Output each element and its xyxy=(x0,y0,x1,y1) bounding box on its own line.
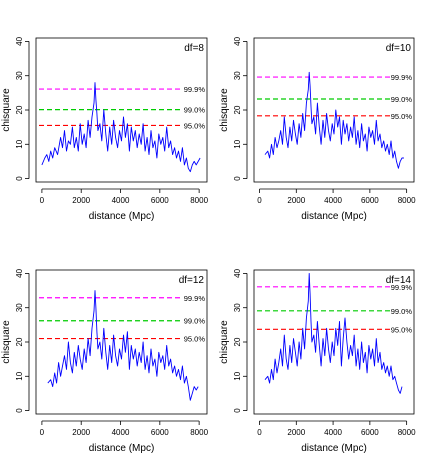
x-tick-label: 8000 xyxy=(398,196,416,205)
x-tick-label: 8000 xyxy=(190,196,208,205)
plot-frame xyxy=(253,37,415,183)
x-tick-label: 4000 xyxy=(112,428,130,437)
y-axis-title: chisquare xyxy=(1,88,12,132)
series-line xyxy=(264,272,403,394)
series-line xyxy=(47,290,199,401)
x-tick-label: 4000 xyxy=(324,196,342,205)
x-tick-label: 2000 xyxy=(72,428,90,437)
threshold-label: 95.0% xyxy=(184,335,206,344)
y-tick-label: 10 xyxy=(233,371,242,380)
y-tick-label: 0 xyxy=(233,408,242,413)
chart-panel-4: 0 2000 4000 6000 8000 0 10 20 30 40 distance (Mpc)… xyxy=(219,268,416,454)
x-axis-title: distance (Mpc) xyxy=(89,211,155,222)
x-axis-title: distance (Mpc) xyxy=(301,443,367,454)
panel-title: df=8 xyxy=(184,43,204,54)
x-axis-title: distance (Mpc) xyxy=(301,211,367,222)
panel-title: df=10 xyxy=(386,43,412,54)
threshold-label: 99.0% xyxy=(391,307,413,316)
threshold-label: 99.9% xyxy=(184,85,206,94)
y-tick-label: 40 xyxy=(15,268,24,277)
y-tick-label: 30 xyxy=(233,303,242,312)
y-tick-label: 40 xyxy=(15,36,24,45)
x-tick-label: 0 xyxy=(257,196,262,205)
y-tick-label: 20 xyxy=(233,337,242,346)
series-line xyxy=(264,71,404,169)
y-tick-label: 0 xyxy=(15,408,24,413)
x-tick-label: 4000 xyxy=(112,196,130,205)
x-tick-label: 6000 xyxy=(151,428,169,437)
y-tick-label: 20 xyxy=(233,105,242,114)
threshold-label: 95.0% xyxy=(391,325,413,334)
x-axis-title: distance (Mpc) xyxy=(89,443,155,454)
threshold-label: 99.0% xyxy=(184,106,206,115)
x-tick-label: 6000 xyxy=(361,428,379,437)
x-tick-label: 2000 xyxy=(287,196,305,205)
y-tick-label: 0 xyxy=(15,176,24,181)
y-tick-label: 40 xyxy=(233,268,242,277)
threshold-label: 99.9% xyxy=(184,294,206,303)
threshold-label: 99.0% xyxy=(184,317,206,326)
y-tick-label: 10 xyxy=(233,139,242,148)
y-tick-label: 10 xyxy=(15,371,24,380)
y-tick-label: 30 xyxy=(15,71,24,80)
plot-frame xyxy=(35,269,208,415)
x-tick-label: 8000 xyxy=(190,428,208,437)
y-axis-title: chisquare xyxy=(219,88,230,132)
x-tick-label: 0 xyxy=(257,428,262,437)
y-tick-label: 0 xyxy=(233,176,242,181)
chart-panel-2: 0 2000 4000 6000 8000 0 10 20 30 40 distance (Mpc)… xyxy=(219,36,416,222)
x-tick-label: 6000 xyxy=(151,196,169,205)
threshold-label: 99.9% xyxy=(391,73,413,82)
plot-frame xyxy=(253,269,415,415)
x-tick-label: 6000 xyxy=(361,196,379,205)
threshold-label: 99.0% xyxy=(391,95,413,104)
threshold-label: 95.0% xyxy=(184,121,206,130)
panel-title: df=12 xyxy=(179,275,205,286)
plot-frame xyxy=(35,37,208,183)
x-tick-label: 0 xyxy=(40,428,45,437)
panel-title: df=14 xyxy=(386,275,412,286)
y-axis-title: chisquare xyxy=(219,320,230,364)
y-tick-label: 20 xyxy=(15,337,24,346)
chart-panel-1: 0 2000 4000 6000 8000 0 10 20 30 40 distance (Mpc)… xyxy=(1,36,209,222)
x-tick-label: 0 xyxy=(40,196,45,205)
y-tick-label: 30 xyxy=(233,71,242,80)
y-tick-label: 30 xyxy=(15,303,24,312)
x-tick-label: 2000 xyxy=(72,196,90,205)
y-tick-label: 10 xyxy=(15,139,24,148)
y-tick-label: 40 xyxy=(233,36,242,45)
series-line xyxy=(41,82,201,173)
threshold-label: 95.0% xyxy=(391,112,413,121)
y-axis-title: chisquare xyxy=(1,320,12,364)
y-tick-label: 20 xyxy=(15,105,24,114)
x-tick-label: 8000 xyxy=(398,428,416,437)
x-tick-label: 4000 xyxy=(324,428,342,437)
x-tick-label: 2000 xyxy=(287,428,305,437)
threshold-label: 99.9% xyxy=(391,283,413,292)
chart-panel-3: 0 2000 4000 6000 8000 0 10 20 30 40 distance (Mpc)… xyxy=(1,268,209,454)
